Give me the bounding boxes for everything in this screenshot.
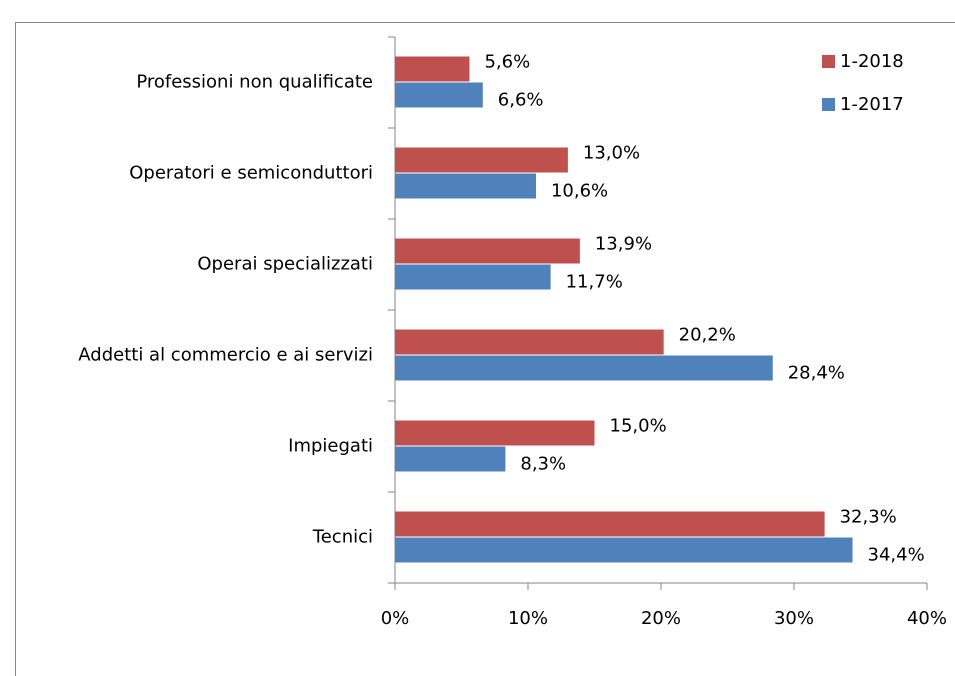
y-tick-label: Operai specializzati xyxy=(197,254,373,275)
y-tick-label: Tecnici xyxy=(312,527,373,548)
value-label: 10,6% xyxy=(551,181,608,202)
bar xyxy=(395,173,536,199)
y-tick-label: Operatori e semiconduttori xyxy=(129,163,373,184)
value-label: 28,4% xyxy=(788,363,845,384)
x-tick-label: 40% xyxy=(907,608,947,629)
value-label: 34,4% xyxy=(868,545,925,566)
y-tick-label: Addetti al commercio e ai servizi xyxy=(78,345,373,366)
value-label: 5,6% xyxy=(484,52,530,73)
value-label: 13,0% xyxy=(583,143,640,164)
bar xyxy=(395,446,506,472)
legend-label: 1-2017 xyxy=(840,94,904,115)
bar xyxy=(395,420,595,446)
bar xyxy=(395,537,853,563)
y-tick-label: Professioni non qualificate xyxy=(136,72,373,93)
bar xyxy=(395,355,773,381)
x-tick-label: 30% xyxy=(774,608,814,629)
value-label: 8,3% xyxy=(520,454,566,475)
value-label: 32,3% xyxy=(840,507,897,528)
value-label: 15,0% xyxy=(610,416,667,437)
value-label: 20,2% xyxy=(679,325,736,346)
bar xyxy=(395,147,568,173)
value-label: 13,9% xyxy=(595,234,652,255)
x-tick-label: 20% xyxy=(641,608,681,629)
value-label: 11,7% xyxy=(566,272,623,293)
y-tick-label: Impiegati xyxy=(288,436,373,457)
legend-label: 1-2018 xyxy=(840,51,904,72)
legend-swatch xyxy=(822,55,835,68)
bar xyxy=(395,82,483,108)
bar xyxy=(395,264,551,290)
bar xyxy=(395,511,825,537)
value-label: 6,6% xyxy=(498,90,544,111)
legend-swatch xyxy=(822,98,835,111)
bar xyxy=(395,329,664,355)
bar xyxy=(395,56,470,82)
bar xyxy=(395,238,580,264)
x-tick-label: 0% xyxy=(381,608,410,629)
x-tick-label: 10% xyxy=(508,608,548,629)
